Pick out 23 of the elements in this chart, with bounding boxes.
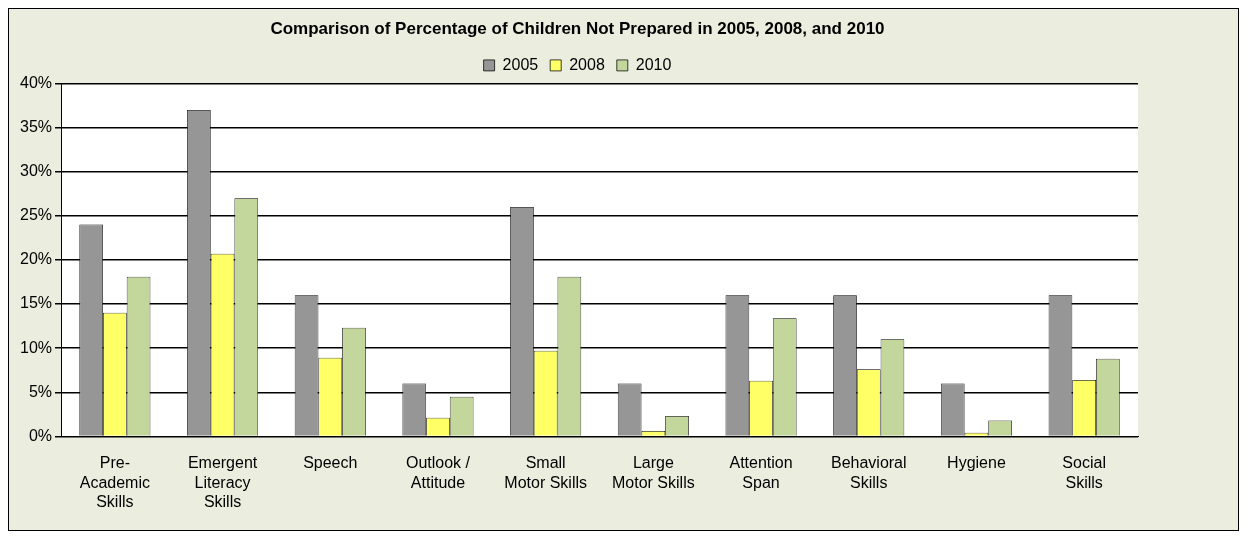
x-tick-label: Pre-Academic Skills bbox=[79, 454, 150, 510]
x-tick-label: Behavioral Skills bbox=[830, 454, 907, 491]
legend-label: 2005 bbox=[502, 55, 539, 73]
y-tick-label: 40% bbox=[19, 73, 53, 91]
x-tick-label: Outlook / Attitude bbox=[405, 454, 471, 491]
y-tick-label: 15% bbox=[19, 294, 53, 312]
x-tick-label: Emergent Literacy Skills bbox=[187, 454, 258, 510]
y-tick-label: 20% bbox=[19, 250, 53, 268]
x-tick-label: Large Motor Skills bbox=[612, 454, 695, 491]
y-tick-label: 35% bbox=[19, 117, 53, 135]
legend-label: 2010 bbox=[635, 55, 672, 73]
y-tick-label: 30% bbox=[19, 162, 53, 180]
legend-label: 2008 bbox=[569, 55, 605, 73]
y-tick-label: 0% bbox=[28, 426, 53, 444]
y-tick-label: 10% bbox=[19, 338, 53, 356]
x-tick-label: Speech bbox=[303, 454, 358, 472]
y-tick-label: 25% bbox=[19, 206, 53, 224]
x-tick-label: Attention Span bbox=[729, 454, 793, 491]
chart-title: Comparison of Percentage of Children Not Prepared in 2005, 2008, and 2010 bbox=[270, 18, 885, 38]
y-tick-label: 5% bbox=[28, 382, 53, 400]
x-tick-label: Hygiene bbox=[947, 454, 1006, 472]
x-tick-label: Small Motor Skills bbox=[504, 454, 588, 491]
x-tick-label: Social Skills bbox=[1062, 454, 1106, 491]
